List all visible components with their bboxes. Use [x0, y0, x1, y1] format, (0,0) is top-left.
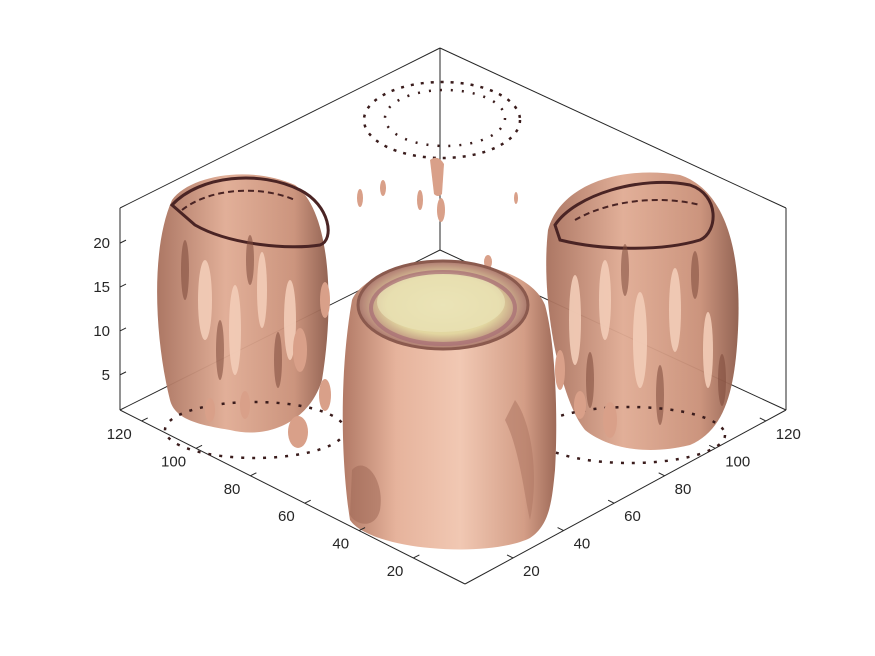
z-projection-ceiling: [362, 80, 522, 160]
axis-edge-back-right-top: [439, 47, 787, 209]
x-tick-mark: [506, 554, 514, 559]
x-tick-label: 80: [675, 481, 692, 498]
floor-blob: [603, 402, 617, 438]
y-projection-right-wall: [546, 172, 739, 450]
wall-streak: [198, 260, 212, 340]
wall-streak: [284, 280, 296, 360]
wall-shadow: [274, 332, 282, 388]
y-axis-line: [119, 409, 466, 585]
drip-shape: [430, 157, 444, 196]
x-tick-mark: [658, 472, 665, 477]
ceiling-contour-inner: [383, 88, 507, 148]
floor-blob: [319, 379, 331, 411]
left-wall-surface: [157, 174, 329, 433]
wall-streak: [229, 285, 241, 375]
z-tick-mark: [119, 283, 127, 288]
y-tick-mark: [413, 554, 420, 559]
y-tick-mark: [195, 444, 203, 449]
y-tick-label: 100: [161, 453, 186, 470]
x-projection-left-wall: [157, 174, 330, 433]
z-tick-label: 5: [102, 367, 110, 384]
z-tick-label: 15: [93, 279, 110, 296]
y-tick-label: 40: [332, 536, 349, 553]
ceiling-contour-outer: [362, 80, 522, 160]
x-tick-label: 40: [574, 536, 591, 553]
x-axis-line: [464, 409, 787, 585]
y-tick-mark: [358, 527, 366, 532]
drip-shape: [514, 192, 518, 204]
wall-streak: [569, 275, 581, 365]
drip-shape: [437, 198, 445, 222]
right-wall-rim-inner: [574, 199, 701, 221]
x-tick-mark: [557, 527, 564, 532]
x-tick-mark: [607, 499, 615, 504]
head-jaw-shadow: [350, 465, 381, 524]
wall-shadow: [586, 352, 594, 408]
z-projection-floor: [163, 282, 727, 465]
wall-shadow: [621, 244, 629, 296]
floor-blob: [293, 328, 307, 372]
y-tick-label: 60: [278, 508, 295, 525]
head-cap-ring: [369, 270, 517, 346]
floor-blob: [574, 391, 586, 419]
floor-blob: [320, 282, 330, 318]
wall-shadow: [718, 354, 726, 406]
wall-shadow: [656, 365, 664, 425]
x-tick-label: 60: [624, 508, 641, 525]
z-tick-mark: [119, 371, 127, 376]
z-tick-label: 20: [93, 235, 110, 252]
wall-shadow: [216, 320, 224, 380]
y-tick-label: 80: [224, 481, 241, 498]
ceiling-drips: [357, 157, 518, 269]
floor-blob: [288, 416, 308, 448]
y-tick-mark: [141, 417, 148, 422]
y-tick-label: 20: [387, 563, 404, 580]
y-tick-mark: [250, 472, 257, 477]
head-isosurface: [342, 259, 557, 550]
drip-shape: [417, 190, 423, 210]
x-tick-label: 100: [725, 453, 750, 470]
wall-shadow: [181, 240, 189, 300]
z-tick-label: 10: [93, 323, 110, 340]
x-tick-label: 120: [776, 426, 801, 443]
y-tick-label: 120: [107, 426, 132, 443]
x-tick-mark: [709, 444, 716, 449]
left-wall-rim-inner: [181, 189, 296, 211]
wall-streak: [669, 268, 681, 352]
y-axis-ticks: 20 40 60 80 100 120: [107, 417, 420, 580]
wall-streak: [633, 292, 647, 388]
floor-blob: [555, 350, 565, 390]
z-tick-mark: [119, 327, 127, 332]
wall-shadow: [246, 235, 254, 285]
head-cap-inner: [377, 272, 505, 332]
y-tick-mark: [304, 499, 311, 504]
drip-shape: [357, 189, 363, 207]
drip-shape: [380, 180, 386, 196]
x-tick-label: 20: [523, 563, 540, 580]
floor-blob: [205, 398, 215, 422]
wall-shadow: [691, 251, 699, 299]
floor-blob: [240, 391, 250, 419]
wall-streak: [257, 252, 267, 328]
wall-streak: [703, 312, 713, 388]
x-tick-mark: [759, 417, 767, 422]
z-axis-ticks: 5 10 15 20: [93, 235, 127, 384]
head-side-shadow: [505, 400, 535, 520]
floor-contour-right: [533, 405, 727, 465]
axis-edge-back-left-top: [119, 47, 441, 209]
x-axis-ticks: 20 40 60 80 100 120: [506, 417, 801, 580]
wall-streak: [599, 260, 611, 340]
z-tick-mark: [119, 239, 127, 244]
right-wall-rim: [553, 180, 715, 250]
